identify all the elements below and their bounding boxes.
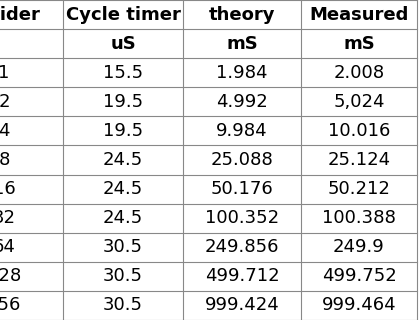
Text: 25.124: 25.124: [328, 151, 391, 169]
Text: Divider: Divider: [0, 5, 40, 24]
Text: 64: 64: [0, 238, 16, 256]
Text: 4.992: 4.992: [216, 93, 268, 111]
Text: 249.9: 249.9: [333, 238, 385, 256]
Text: 19.5: 19.5: [103, 93, 143, 111]
Text: 2.008: 2.008: [333, 64, 385, 82]
Text: 10.016: 10.016: [328, 122, 390, 140]
Text: 4: 4: [0, 122, 10, 140]
Text: uS: uS: [110, 35, 136, 52]
Text: 50.176: 50.176: [210, 180, 273, 198]
Text: 5,024: 5,024: [333, 93, 385, 111]
Text: 19.5: 19.5: [103, 122, 143, 140]
Text: 256: 256: [0, 296, 21, 315]
Text: 25.088: 25.088: [210, 151, 273, 169]
Text: 16: 16: [0, 180, 16, 198]
Text: 32: 32: [0, 209, 16, 227]
Text: 8: 8: [0, 151, 10, 169]
Text: 24.5: 24.5: [103, 180, 143, 198]
Text: 2: 2: [0, 93, 10, 111]
Text: 1: 1: [0, 64, 10, 82]
Text: Measured: Measured: [309, 5, 409, 24]
Text: 499.752: 499.752: [322, 268, 396, 285]
Text: 999.424: 999.424: [205, 296, 279, 315]
Text: 999.464: 999.464: [322, 296, 396, 315]
Text: 24.5: 24.5: [103, 209, 143, 227]
Text: theory: theory: [209, 5, 275, 24]
Text: 100.388: 100.388: [322, 209, 396, 227]
Text: 30.5: 30.5: [103, 296, 143, 315]
Text: mS: mS: [226, 35, 258, 52]
Text: 30.5: 30.5: [103, 238, 143, 256]
Text: 30.5: 30.5: [103, 268, 143, 285]
Text: 24.5: 24.5: [103, 151, 143, 169]
Text: 1.984: 1.984: [216, 64, 268, 82]
Text: 15.5: 15.5: [103, 64, 143, 82]
Text: mS: mS: [343, 35, 375, 52]
Text: 249.856: 249.856: [205, 238, 279, 256]
Text: 499.712: 499.712: [205, 268, 279, 285]
Text: Cycle timer: Cycle timer: [66, 5, 181, 24]
Text: 50.212: 50.212: [328, 180, 391, 198]
Text: 100.352: 100.352: [205, 209, 279, 227]
Text: 128: 128: [0, 268, 21, 285]
Text: 9.984: 9.984: [216, 122, 268, 140]
